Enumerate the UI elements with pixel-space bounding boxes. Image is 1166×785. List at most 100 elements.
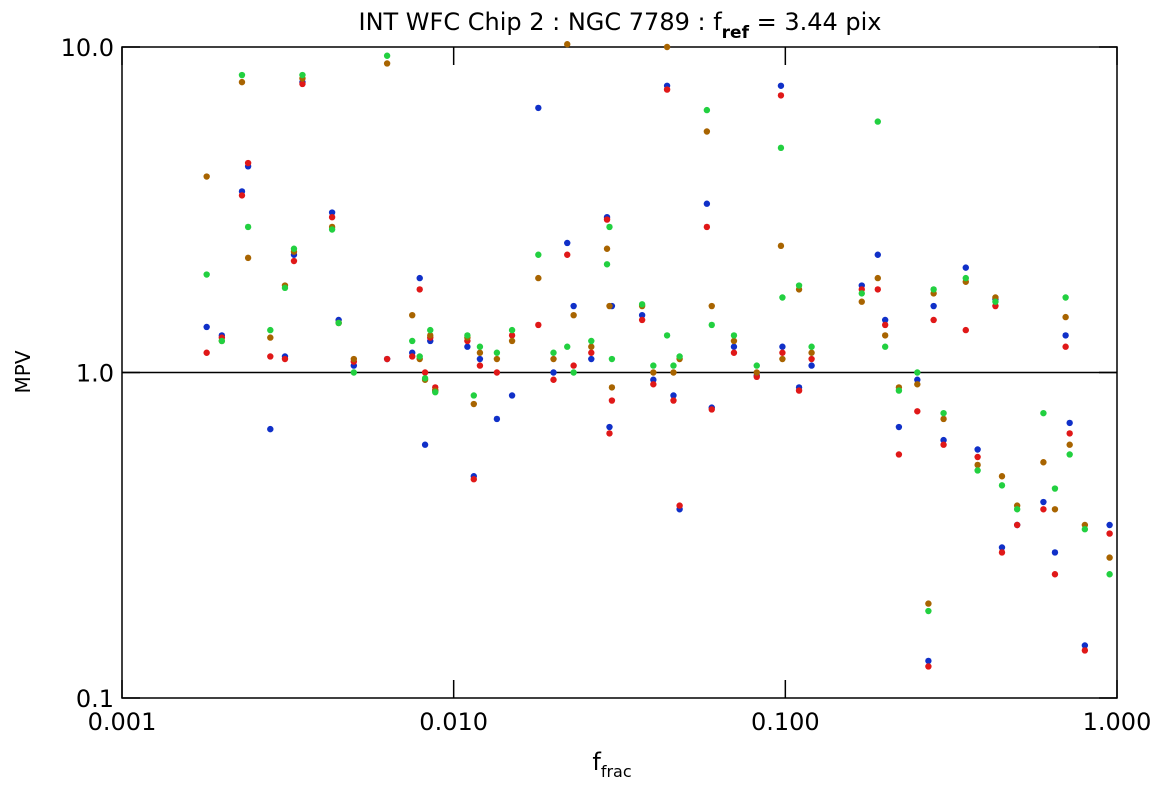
point — [895, 387, 903, 394]
y-tick-label: 10.0 — [61, 34, 114, 62]
point — [476, 362, 484, 369]
point — [603, 261, 611, 268]
point — [974, 467, 981, 474]
point — [1066, 441, 1073, 448]
point — [940, 415, 947, 423]
point — [267, 326, 274, 334]
point — [1066, 451, 1073, 458]
point — [874, 251, 881, 258]
point — [1062, 313, 1069, 321]
point — [570, 369, 577, 376]
point — [416, 353, 423, 360]
point — [940, 436, 947, 444]
point — [244, 254, 252, 262]
point — [350, 355, 358, 363]
point — [881, 321, 889, 329]
point — [493, 355, 501, 363]
x-tick-label: 0.001 — [88, 708, 157, 736]
point — [508, 337, 516, 345]
point — [383, 60, 391, 67]
point — [779, 294, 786, 301]
point — [974, 453, 981, 461]
point — [535, 274, 542, 282]
point — [777, 92, 785, 99]
point — [409, 311, 416, 319]
point — [470, 476, 477, 483]
point — [564, 251, 571, 258]
point — [244, 223, 252, 231]
point — [218, 337, 226, 345]
point — [930, 302, 937, 310]
point — [1081, 526, 1089, 533]
point — [703, 106, 711, 114]
point — [940, 441, 947, 448]
point — [409, 353, 416, 360]
point — [606, 223, 613, 231]
point — [238, 78, 246, 86]
point — [777, 242, 785, 250]
y-tick-label: 0.1 — [76, 685, 114, 713]
title-main: INT WFC Chip 2 : NGC 7789 : f — [358, 8, 722, 36]
point — [432, 388, 439, 396]
point — [476, 355, 484, 363]
point — [1066, 430, 1073, 437]
point — [650, 381, 657, 388]
point — [1106, 530, 1113, 537]
point — [350, 369, 358, 376]
point — [570, 311, 577, 319]
point — [974, 446, 981, 453]
point — [290, 257, 298, 265]
point — [703, 128, 711, 135]
point — [708, 302, 715, 310]
point — [550, 355, 557, 363]
point — [998, 473, 1006, 480]
point — [550, 349, 557, 356]
point — [638, 311, 646, 319]
point — [535, 104, 542, 112]
point — [730, 349, 738, 356]
point — [925, 657, 932, 665]
point — [1040, 506, 1047, 513]
point — [638, 316, 646, 324]
point — [383, 355, 391, 363]
point — [427, 326, 434, 334]
point — [881, 316, 889, 324]
point — [650, 362, 657, 369]
point — [328, 226, 336, 233]
point — [663, 332, 671, 339]
point — [808, 343, 815, 350]
point — [914, 376, 921, 383]
point — [998, 482, 1006, 489]
point — [1081, 642, 1089, 649]
point — [777, 144, 785, 152]
point — [670, 369, 677, 376]
point — [777, 82, 785, 89]
point — [570, 362, 577, 369]
point — [564, 41, 571, 48]
point — [328, 213, 336, 221]
x-tick-label: 0.010 — [419, 708, 488, 736]
point — [564, 239, 571, 247]
point — [1051, 485, 1059, 492]
point — [650, 369, 657, 376]
point — [670, 362, 677, 369]
point — [409, 337, 416, 345]
point — [730, 343, 738, 350]
point — [570, 302, 577, 310]
point — [795, 387, 803, 394]
point — [670, 397, 677, 404]
title-end: = 3.44 pix — [749, 8, 882, 36]
point — [508, 332, 516, 339]
point — [881, 332, 889, 339]
point — [795, 282, 803, 289]
point — [383, 52, 391, 59]
point — [416, 286, 423, 293]
point — [328, 209, 336, 216]
point — [470, 400, 477, 408]
point — [1040, 409, 1047, 417]
point — [203, 173, 210, 180]
point — [203, 271, 210, 278]
point — [638, 301, 646, 308]
point — [535, 251, 542, 258]
